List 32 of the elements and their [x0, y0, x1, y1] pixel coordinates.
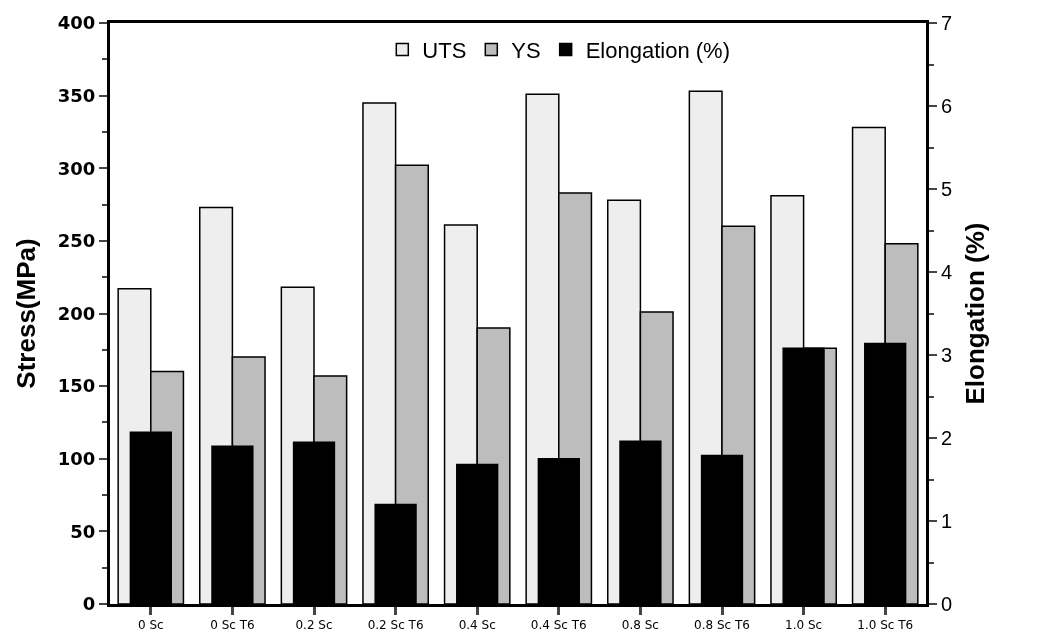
y-tick-label: 250 [57, 230, 96, 252]
x-tick-label: 0 Sc [137, 618, 164, 633]
y-tick-label: 50 [70, 520, 96, 542]
y-axis-title: Stress(MPa) [11, 238, 42, 389]
legend-label: Elongation (%) [585, 38, 730, 64]
x-tick-label: 0 Sc T6 [210, 618, 255, 633]
legend-label: YS [511, 38, 541, 64]
y2-tick-label: 3 [941, 344, 953, 366]
x-tick-label: 0.4 Sc [458, 618, 496, 633]
y2-tick-label: 5 [941, 178, 953, 200]
y2-tick-label: 1 [941, 510, 953, 532]
y-tick-label: 0 [82, 593, 96, 615]
y2-tick-label: 2 [941, 427, 953, 449]
legend-label: UTS [422, 38, 467, 64]
y2-tick-label: 7 [941, 12, 953, 34]
x-tick-label: 0.2 Sc T6 [367, 618, 424, 633]
y-tick-label: 200 [57, 302, 96, 324]
x-tick-label: 1.0 Sc [785, 618, 823, 633]
x-tick-label: 0.2 Sc [295, 618, 333, 633]
x-tick-label: 0.4 Sc T6 [530, 618, 587, 633]
y2-tick-label: 4 [941, 261, 953, 283]
y-tick-label: 400 [57, 12, 96, 34]
y2-tick-label: 6 [941, 95, 953, 117]
y2-tick-label: 0 [941, 593, 953, 615]
y-tick-label: 100 [57, 448, 96, 470]
y-tick-label: 350 [57, 84, 96, 106]
x-tick-label: 0.8 Sc [621, 618, 659, 633]
y-tick-label: 300 [57, 157, 96, 179]
y2-axis-title: Elongation (%) [959, 222, 990, 405]
x-tick-label: 1.0 Sc T6 [857, 618, 914, 633]
x-tick-label: 0.8 Sc T6 [694, 618, 750, 633]
y-tick-label: 150 [57, 375, 96, 397]
